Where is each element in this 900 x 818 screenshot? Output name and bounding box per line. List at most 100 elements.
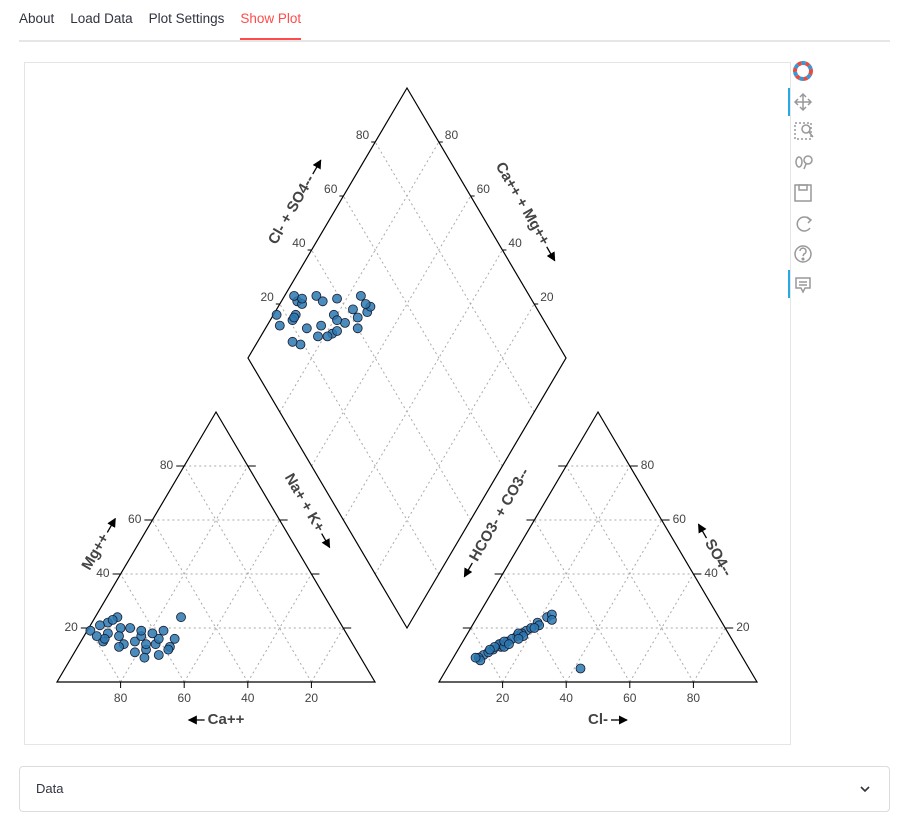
axis-arrow — [697, 523, 708, 539]
tick-label: 60 — [324, 182, 338, 196]
tick-label: 80 — [641, 458, 655, 472]
save-tool[interactable] — [794, 184, 812, 202]
tab[interactable]: Show Plot — [240, 0, 302, 40]
sample-point — [332, 326, 342, 336]
tick-label: 20 — [305, 691, 319, 705]
sample-point — [352, 323, 363, 334]
sample-point — [484, 644, 495, 655]
triangle-edge — [55, 410, 377, 683]
axis-label-group: Cl- + SO4-- — [265, 159, 322, 247]
grid-line — [565, 519, 663, 683]
axis-label-group: Ca++ — [187, 711, 245, 728]
axis-label-group: Mg++ — [78, 517, 116, 573]
sample-point — [91, 631, 102, 641]
sample-point — [352, 312, 363, 323]
active-indicator — [788, 88, 790, 116]
diamond-edge — [247, 86, 567, 630]
axis-label: HCO3- + CO3-- — [466, 465, 533, 564]
tick-label: 20 — [496, 691, 510, 705]
sample-point — [332, 315, 342, 326]
sample-point — [311, 290, 322, 301]
pan-tool[interactable] — [793, 92, 813, 112]
axis-arrow — [463, 562, 473, 578]
grid-line — [502, 573, 567, 683]
sample-point — [141, 639, 151, 650]
grid-line — [247, 573, 312, 683]
hover-tool[interactable] — [795, 277, 811, 294]
axis-arrow — [312, 159, 322, 175]
axis-label-group: Na+ + K+ — [281, 471, 331, 549]
tick-label: 60 — [673, 512, 687, 526]
sample-point — [287, 336, 298, 347]
tick-label: 40 — [292, 236, 306, 250]
grid-line — [151, 519, 249, 683]
sample-point — [470, 652, 481, 663]
tab[interactable]: About — [19, 11, 55, 26]
tick-label: 80 — [356, 128, 370, 142]
tick-label: 20 — [736, 620, 750, 634]
sample-point — [153, 650, 164, 660]
grid-line — [279, 303, 440, 575]
tick-label: 60 — [477, 182, 491, 196]
axis-label-group: Cl- — [588, 711, 628, 728]
sample-point — [107, 615, 118, 625]
grid-line — [692, 627, 726, 683]
tab-bar: About Load Data Plot Settings Show Plot — [19, 0, 890, 42]
sample-point — [504, 639, 514, 650]
grid-line — [279, 141, 440, 413]
sample-point — [546, 615, 557, 625]
axis-arrow — [106, 517, 116, 533]
tick-label: 40 — [704, 566, 718, 580]
grid-line — [120, 465, 249, 683]
box-zoom-tool[interactable] — [794, 122, 814, 140]
sample-point — [355, 290, 366, 301]
tick-label: 20 — [540, 290, 554, 304]
wheel-zoom-tool[interactable] — [795, 155, 813, 170]
tick-label: 40 — [96, 566, 110, 580]
reset-tool[interactable] — [796, 216, 813, 232]
sample-point — [348, 304, 358, 315]
sample-point — [114, 631, 124, 641]
axis-arrow — [321, 533, 331, 549]
sample-point — [575, 663, 586, 674]
grid-line — [342, 195, 503, 467]
expander[interactable]: Data — [19, 766, 890, 812]
tab[interactable]: Plot Settings — [148, 11, 225, 26]
tick-label: 60 — [178, 691, 192, 705]
sample-point — [529, 623, 540, 633]
tab[interactable]: Load Data — [70, 11, 133, 26]
sample-point — [176, 612, 186, 623]
sample-point — [136, 625, 147, 636]
sample-point — [125, 623, 136, 633]
sample-point — [274, 320, 285, 331]
axis-label-group: HCO3- + CO3-- — [463, 465, 533, 578]
sample-point — [153, 633, 164, 644]
tick-label: 40 — [241, 691, 255, 705]
sample-point — [332, 293, 342, 304]
sample-point — [139, 652, 150, 663]
grid-line — [342, 249, 503, 521]
tick-label: 60 — [623, 691, 637, 705]
axis-label: Ca++ + Mg++ — [492, 159, 553, 248]
axis-arrow — [546, 246, 556, 262]
grid-line — [311, 249, 472, 521]
plot-panel — [24, 62, 791, 745]
sample-point — [130, 647, 140, 658]
help-tool[interactable] — [794, 245, 812, 263]
bokeh-logo[interactable] — [793, 61, 813, 81]
chevron — [860, 786, 870, 793]
sample-point — [158, 625, 169, 636]
grid-line — [120, 573, 185, 683]
sample-point — [301, 323, 312, 334]
tick-label: 60 — [128, 512, 142, 526]
sample-point — [297, 293, 307, 304]
active-indicator — [788, 270, 790, 298]
grid-line — [88, 627, 122, 683]
axis-label: Ca++ — [208, 711, 245, 728]
tick-label: 80 — [445, 128, 459, 142]
sample-point — [271, 309, 282, 320]
sample-point — [95, 620, 105, 631]
tick-label: 80 — [687, 691, 701, 705]
sample-point — [513, 633, 524, 644]
sample-point — [360, 299, 371, 309]
